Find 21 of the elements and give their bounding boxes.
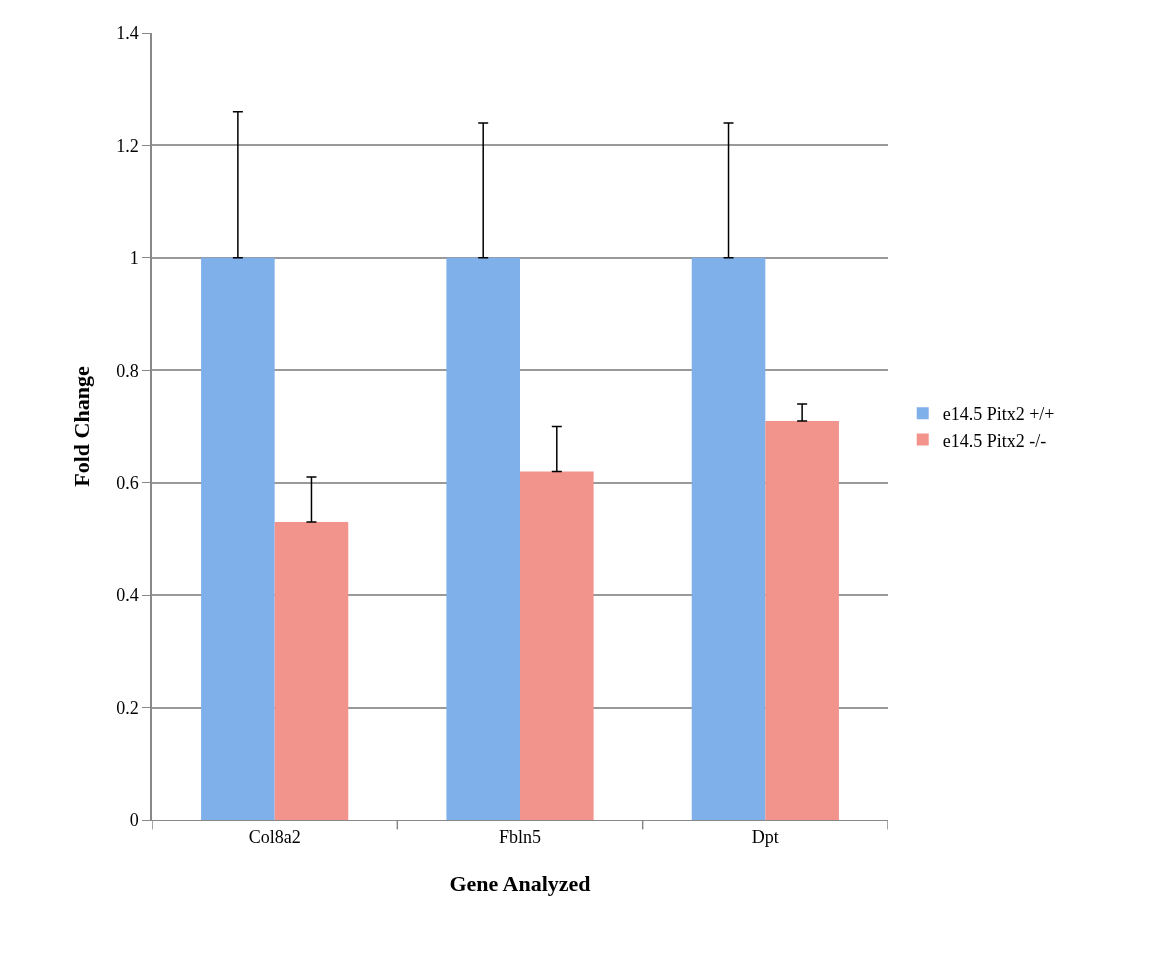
bar <box>520 471 594 820</box>
y-axis-title: Fold Change <box>69 366 95 487</box>
y-tick-label: 0.4 <box>116 585 139 606</box>
y-tick-label: 1.4 <box>116 23 139 44</box>
bar <box>446 257 520 820</box>
x-tick-label: Col8a2 <box>248 826 301 847</box>
x-tick-label: Fbln5 <box>498 826 542 847</box>
bar <box>274 522 349 820</box>
legend-label: e14.5 Pitx2 +/+ <box>942 404 1055 425</box>
x-tick-label: Dpt <box>751 826 779 847</box>
y-tick-label: 0.8 <box>116 360 139 381</box>
y-tick-label: 0.2 <box>116 697 139 718</box>
y-tick-label: 1.2 <box>116 135 139 156</box>
bar <box>691 257 766 820</box>
x-axis-title: Gene Analyzed <box>449 871 591 897</box>
legend-label: e14.5 Pitx2 -/- <box>942 430 1047 451</box>
y-tick-label: 1 <box>129 248 139 269</box>
bar <box>765 420 839 820</box>
y-tick-label: 0 <box>129 810 139 831</box>
bar <box>201 257 275 820</box>
y-tick-label: 0.6 <box>116 473 139 494</box>
